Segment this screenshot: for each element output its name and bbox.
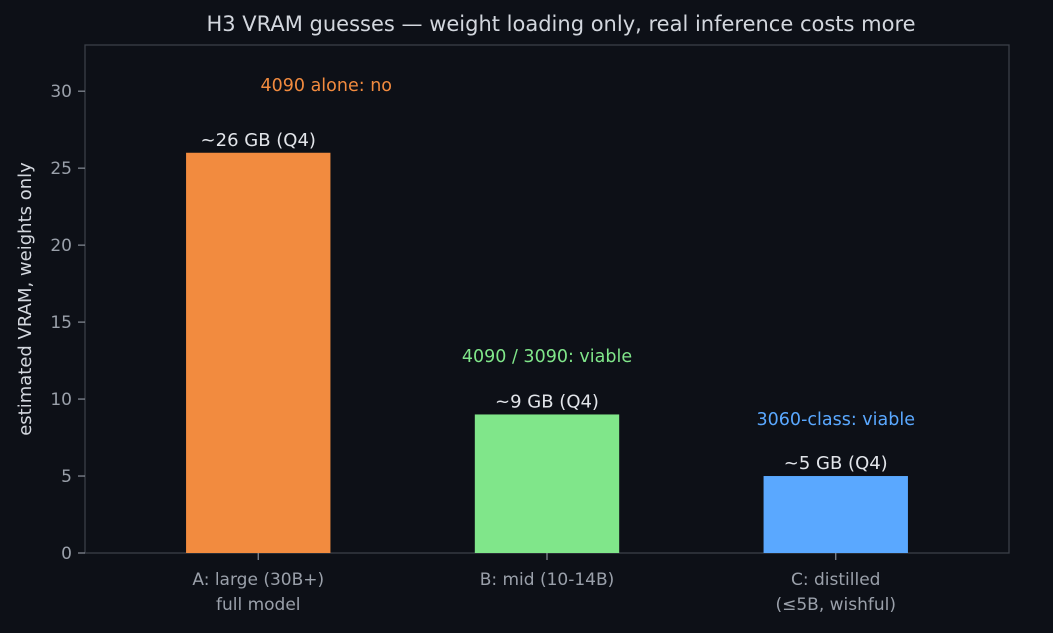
bar-value-label: ~26 GB (Q4)	[201, 130, 316, 151]
bar	[474, 414, 620, 553]
chart-title: H3 VRAM guesses — weight loading only, r…	[206, 12, 915, 36]
y-tick-label: 25	[50, 159, 72, 179]
bar	[763, 476, 908, 553]
y-tick-label: 0	[61, 544, 72, 564]
x-tick-label-line: full model	[216, 595, 301, 615]
x-tick-label-line: A: large (30B+)	[192, 570, 324, 590]
x-axis-ticks: A: large (30B+) full model B: mid (10-14B)…	[192, 553, 896, 615]
bar-annotation: 4090 alone: no	[260, 76, 392, 96]
bar-annotation: 4090 / 3090: viable	[462, 347, 632, 367]
x-tick-label: C: distilled (≤5B, wishful)	[775, 570, 896, 615]
y-tick-label: 30	[50, 82, 72, 102]
bars: ~26 GB (Q4) 4090 alone: no ~9 GB (Q4) 4090 …	[186, 76, 915, 553]
bar-value-label: ~5 GB (Q4)	[784, 453, 888, 474]
bar	[186, 152, 331, 553]
y-axis-ticks: 0 5 10 15 20 25 30	[50, 82, 85, 564]
x-tick-label: B: mid (10-14B)	[480, 570, 615, 590]
x-tick-label: A: large (30B+) full model	[192, 570, 324, 615]
x-tick-label-line: (≤5B, wishful)	[775, 595, 896, 615]
bar-annotation: 3060-class: viable	[757, 410, 915, 430]
y-tick-label: 5	[61, 467, 72, 487]
y-axis-label: estimated VRAM, weights only	[15, 162, 36, 436]
y-tick-label: 20	[50, 236, 72, 256]
y-tick-label: 15	[50, 313, 72, 333]
y-tick-label: 10	[50, 390, 72, 410]
bar-value-label: ~9 GB (Q4)	[495, 391, 599, 412]
x-tick-label-line: C: distilled	[791, 570, 880, 590]
x-tick-label-line: B: mid (10-14B)	[480, 570, 615, 590]
